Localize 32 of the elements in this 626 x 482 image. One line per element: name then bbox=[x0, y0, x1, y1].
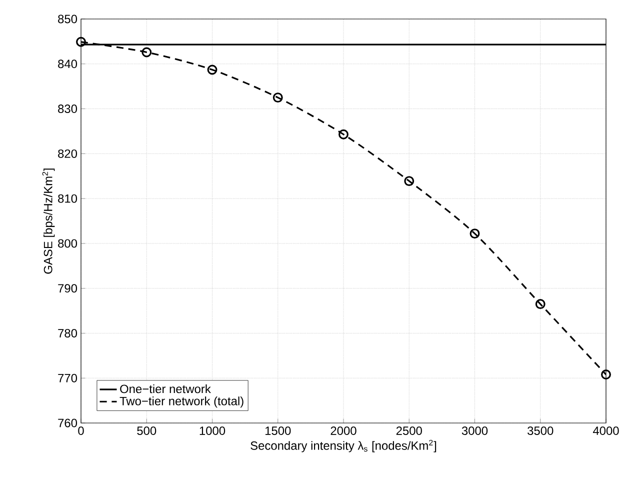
y-tick-label: 820 bbox=[58, 149, 78, 158]
x-axis-title: Secondary intensity λ$_{s}$ [nodes/Km$^{2}$] bbox=[250, 440, 436, 452]
point bbox=[142, 47, 152, 58]
point bbox=[76, 36, 86, 47]
x-tick-label: 2000 bbox=[330, 426, 356, 435]
x-tick-label: 2500 bbox=[396, 426, 422, 435]
legend-label: One−tier network bbox=[120, 384, 211, 394]
point bbox=[601, 370, 611, 380]
y-tick-label: 830 bbox=[58, 104, 78, 114]
legend-label: Two−tier network (total) bbox=[120, 396, 244, 408]
y-axis-title: GASE [bps/Hz/Km$^{2}$] bbox=[42, 168, 55, 274]
y-tick-label: 850 bbox=[58, 14, 78, 24]
y-tick-label: 840 bbox=[58, 60, 78, 68]
x-tick-label: 3000 bbox=[462, 426, 488, 435]
point bbox=[207, 64, 218, 75]
point bbox=[470, 228, 480, 239]
x-tick-label: 1000 bbox=[200, 426, 226, 435]
y-tick-label: 790 bbox=[58, 284, 78, 293]
point bbox=[535, 299, 546, 310]
x-tick-label: 3500 bbox=[528, 426, 554, 435]
x-tick-label: 500 bbox=[137, 426, 156, 435]
y-tick-label: 760 bbox=[58, 418, 78, 428]
x-tick-label: 4000 bbox=[592, 426, 619, 435]
x-tick-label: 0 bbox=[78, 426, 84, 435]
y-tick-label: 770 bbox=[58, 374, 78, 382]
y-tick-label: 800 bbox=[58, 239, 78, 248]
point bbox=[272, 92, 283, 103]
y-tick-label: 780 bbox=[58, 328, 78, 338]
x-tick-label: 1500 bbox=[265, 426, 291, 435]
point bbox=[404, 176, 414, 186]
point bbox=[338, 129, 348, 140]
y-tick-label: 810 bbox=[58, 194, 78, 203]
